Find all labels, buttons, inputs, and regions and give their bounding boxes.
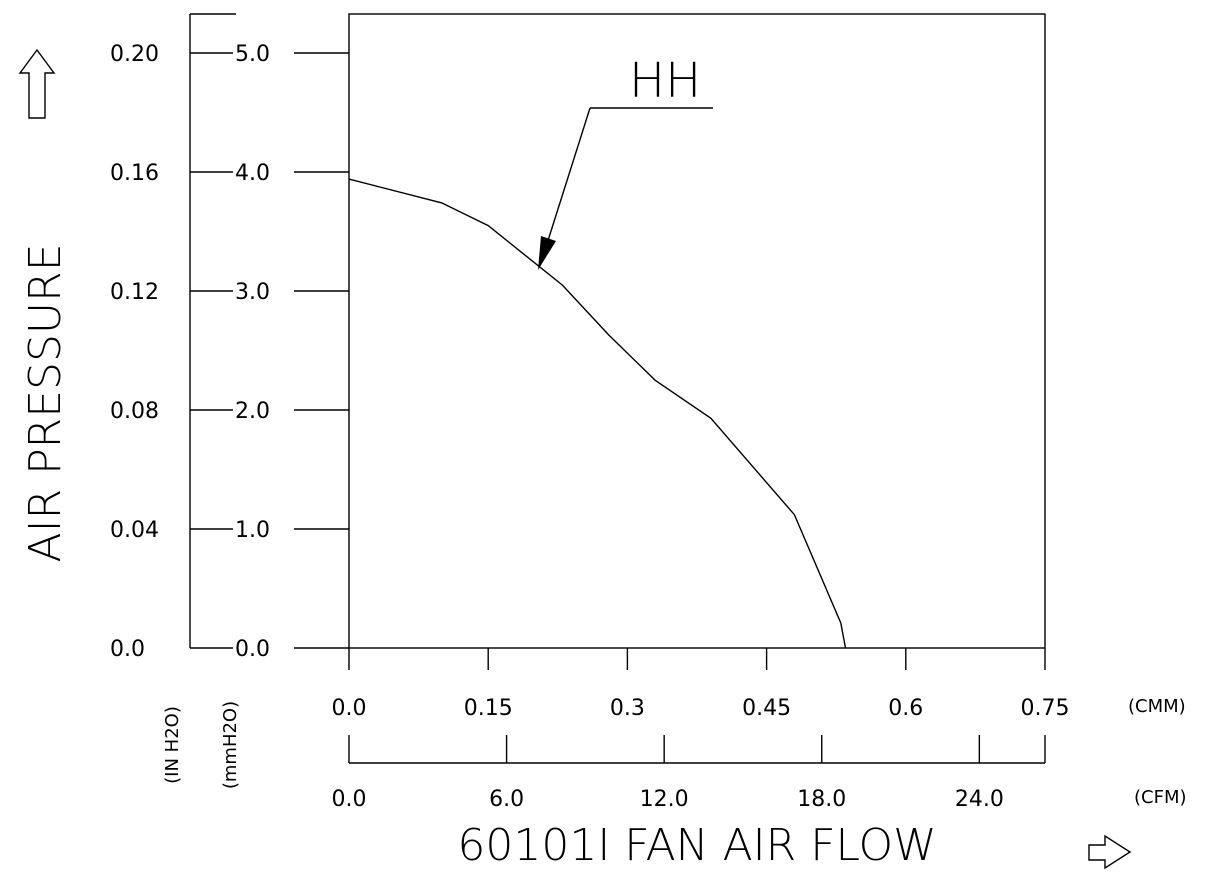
annotation-arrowhead (538, 236, 556, 270)
y-primary-tick-label: 1.0 (235, 518, 270, 543)
x-secondary-tick-label: 12.0 (640, 787, 689, 812)
x-secondary-tick-label: 6.0 (489, 787, 524, 812)
plot-frame (348, 13, 1046, 649)
y-secondary-tick-label: 0.04 (110, 518, 159, 543)
x-primary-tick-label: 0.75 (1021, 696, 1070, 721)
annotation-label: HH (629, 53, 701, 109)
series-hh-line (348, 178, 847, 649)
y-secondary-tick-label: 0.20 (110, 42, 159, 67)
x-secondary-tick-label: 24.0 (955, 787, 1004, 812)
y-secondary-tick-label: 0.0 (110, 637, 145, 662)
y-primary-tick-label: 4.0 (235, 161, 270, 186)
x-primary-tick-label: 0.15 (464, 696, 513, 721)
y-primary-tick-label: 0.0 (235, 637, 270, 662)
arrow-right-icon (1088, 834, 1132, 870)
x-primary-unit: (CMM) (1128, 696, 1186, 717)
x-primary-tick-label: 0.3 (610, 696, 645, 721)
x-axis-title: 60101I FAN AIR FLOW (457, 820, 936, 871)
y-primary-tick-label: 5.0 (235, 42, 270, 67)
x-secondary-unit: (CFM) (1134, 787, 1187, 808)
annotation-leader (544, 107, 591, 251)
x-primary-tick-label: 0.0 (332, 696, 367, 721)
y-secondary-tick-label: 0.12 (110, 280, 159, 305)
x-secondary-tick-label: 18.0 (797, 787, 846, 812)
arrow-up-icon (18, 48, 56, 119)
y-primary-tick-label: 2.0 (235, 399, 270, 424)
y-primary-unit: (mmH2O) (220, 701, 241, 789)
x-primary-tick-label: 0.6 (888, 696, 923, 721)
x-secondary-tick-label: 0.0 (332, 787, 367, 812)
x-primary-tick-label: 0.45 (742, 696, 791, 721)
y-secondary-unit: (IN H2O) (162, 706, 183, 784)
y-primary-tick-label: 3.0 (235, 280, 270, 305)
y-secondary-tick-label: 0.16 (110, 161, 159, 186)
y-secondary-tick-label: 0.08 (110, 399, 159, 424)
y-axis-title: AIR PRESSURE (20, 244, 71, 563)
